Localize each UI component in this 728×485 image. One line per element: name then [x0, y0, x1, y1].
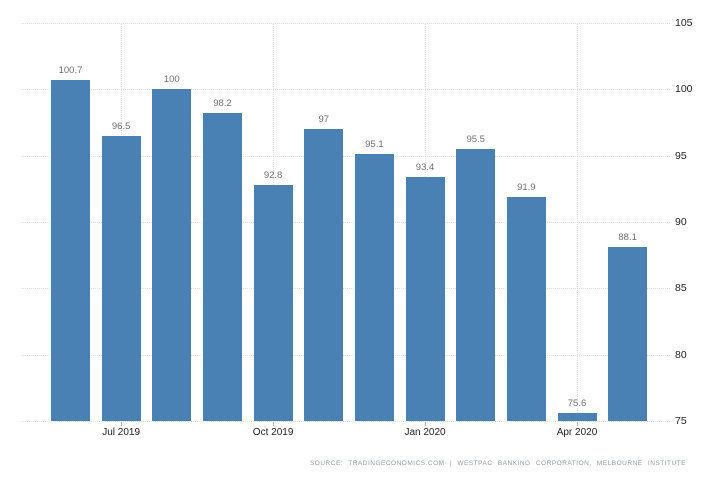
bar-value-label: 93.4: [415, 161, 435, 173]
bar[interactable]: [101, 135, 141, 421]
bar-value-label: 75.6: [567, 398, 587, 410]
horizontal-gridline: [21, 421, 670, 422]
bar-value-label: 88.1: [618, 232, 637, 244]
vertical-gridline: [577, 23, 578, 421]
bar[interactable]: [304, 129, 344, 421]
bar[interactable]: [152, 89, 192, 421]
horizontal-gridline: [21, 89, 670, 91]
horizontal-gridline: [21, 222, 670, 223]
source-attribution: SOURCE: TRADINGECONOMICS.COM | WESTPAC B…: [309, 460, 686, 467]
x-axis-tick-label: Oct 2019: [252, 427, 294, 438]
horizontal-gridline: [21, 288, 670, 290]
x-axis-tick: [273, 422, 275, 426]
bar-value-label: 96.5: [111, 120, 131, 132]
bar[interactable]: [253, 184, 293, 421]
bar-value-label: 97: [318, 114, 330, 126]
y-axis-tick-label: 80: [675, 348, 687, 361]
x-axis-tick-label: Apr 2020: [556, 427, 598, 438]
x-axis-tick-label: Jul 2019: [102, 427, 141, 438]
bar[interactable]: [557, 413, 597, 421]
bar[interactable]: [456, 149, 496, 421]
horizontal-gridline: [21, 155, 670, 157]
bar[interactable]: [51, 80, 90, 421]
x-axis-tick: [577, 422, 578, 426]
y-axis-tick-label: 95: [675, 149, 687, 162]
bar-value-label: 95.1: [365, 139, 384, 151]
y-axis-tick-label: 75: [675, 415, 687, 427]
bar[interactable]: [405, 176, 445, 421]
bar-value-label: 91.9: [517, 181, 536, 193]
bar-value-label: 95.5: [466, 134, 485, 146]
horizontal-gridline: [21, 23, 670, 24]
x-axis-tick: [121, 422, 123, 426]
y-axis-tick-label: 100: [675, 83, 693, 96]
x-axis-tick-label: Jan 2020: [404, 427, 446, 438]
y-axis-tick-label: 85: [675, 282, 687, 295]
y-axis-tick-label: 90: [675, 216, 687, 228]
bar[interactable]: [506, 196, 546, 421]
bar-value-label: 100: [163, 74, 180, 86]
bar-value-label: 98.2: [213, 98, 232, 110]
bar[interactable]: [608, 247, 648, 421]
bar[interactable]: [202, 113, 242, 421]
x-axis-tick: [425, 422, 427, 426]
bar[interactable]: [354, 154, 394, 421]
bar-value-label: 92.8: [263, 169, 283, 181]
y-axis-tick-label: 105: [675, 17, 693, 29]
bar-value-label: 100.7: [58, 65, 83, 77]
horizontal-gridline: [21, 354, 670, 356]
